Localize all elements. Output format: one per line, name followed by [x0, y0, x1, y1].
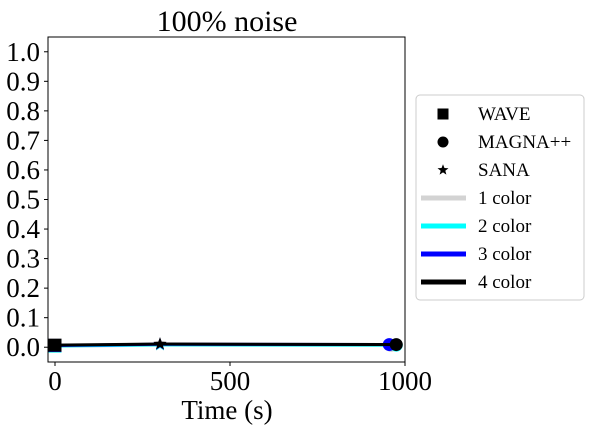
legend-label: SANA	[478, 160, 530, 181]
legend: WAVE MAGNA++ SANA 1 color 2 color 3 color 4 co…	[415, 94, 585, 301]
plot-area	[48, 337, 403, 353]
legend-label: MAGNA++	[478, 132, 571, 153]
y-tick-label: 0.1	[6, 303, 40, 333]
y-tick-label: 0.5	[6, 185, 40, 215]
y-tick-label: 1.0	[6, 37, 40, 67]
legend-circle-marker	[437, 136, 449, 148]
x-tick-label: 0	[48, 366, 62, 396]
y-tick-label: 0.6	[6, 155, 40, 185]
data-point-star	[153, 337, 167, 350]
chart-title: 100% noise	[157, 5, 298, 38]
data-point-square	[48, 338, 62, 352]
legend-label: 4 color	[478, 272, 532, 293]
plot-frame	[47, 36, 406, 363]
legend-label: 1 color	[478, 188, 532, 209]
y-tick-label: 0.2	[6, 273, 40, 303]
y-tick-label: 0.8	[6, 96, 40, 126]
y-tick-label: 0.7	[6, 125, 40, 155]
y-tick-label: 0.9	[6, 66, 40, 96]
legend-star-marker	[437, 164, 449, 175]
x-axis-label: Time (s)	[181, 395, 272, 425]
legend-label: 2 color	[478, 216, 532, 237]
legend-label: 3 color	[478, 244, 532, 265]
legend-frame	[415, 94, 585, 301]
x-tick-label: 500	[210, 366, 251, 396]
data-point-circle	[389, 338, 403, 352]
legend-label: WAVE	[478, 104, 530, 125]
y-tick-label: 0.3	[6, 244, 40, 274]
x-tick-label: 1000	[378, 366, 432, 396]
legend-square-marker	[437, 108, 449, 120]
y-tick-label: 0.4	[6, 214, 40, 244]
y-tick-label: 0.0	[6, 332, 40, 362]
series-line	[54, 342, 397, 347]
axes: 0.00.10.20.30.40.50.60.70.80.91.0 0 500 100…	[6, 36, 432, 396]
